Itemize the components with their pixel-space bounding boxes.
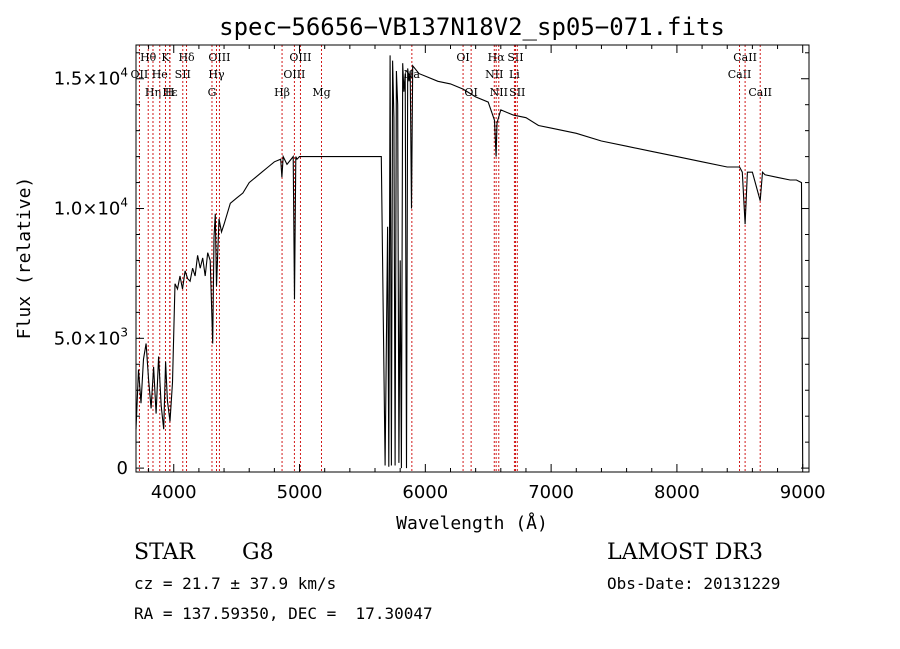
line-label: Hα	[488, 51, 506, 64]
x-axis: 4000 5000 6000 7000 8000 9000	[148, 45, 826, 503]
object-subclass: G8	[242, 540, 274, 565]
x-tick-label: 9000	[780, 482, 826, 503]
object-class: STAR	[134, 540, 195, 565]
x-tick-label: 6000	[402, 482, 448, 503]
line-label: Mg	[312, 86, 330, 99]
line-label: CaII	[728, 68, 752, 81]
line-label: Hδ	[178, 51, 195, 64]
line-label: K	[161, 51, 170, 64]
chart-title: spec−56656−VB137N18V2_sp05−071.fits	[219, 13, 725, 41]
line-label: H	[165, 86, 175, 99]
y-tick-label: 1.5×104	[54, 66, 128, 90]
line-label: Hγ	[208, 68, 225, 81]
y-tick-label: 1.0×104	[54, 196, 128, 220]
observation-date: Obs-Date: 20131229	[607, 574, 781, 593]
line-label: NII	[490, 86, 508, 99]
line-label: OIII	[289, 51, 311, 64]
x-tick-label: 8000	[654, 482, 700, 503]
line-label: CaII	[748, 86, 772, 99]
line-label: Hβ	[274, 86, 290, 99]
line-label: Hθ	[140, 51, 157, 64]
y-tick-label: 5.0×103	[54, 325, 128, 349]
line-label: CaII	[733, 51, 757, 64]
line-label: Hε	[162, 86, 178, 99]
line-label: Li	[509, 68, 520, 81]
line-label: OII	[131, 68, 149, 81]
line-label: OIII	[208, 51, 230, 64]
line-label: He	[152, 68, 168, 81]
x-tick-label: 7000	[528, 482, 574, 503]
line-label: SII	[175, 68, 191, 81]
line-label: OIII	[283, 68, 305, 81]
x-axis-label: Wavelength (Å)	[396, 512, 548, 534]
plot-frame	[135, 44, 810, 473]
series-line	[135, 55, 804, 469]
line-label: SII	[507, 51, 523, 64]
line-label: OI	[456, 51, 469, 64]
x-tick-label: 5000	[277, 482, 323, 503]
line-label: SII	[509, 86, 525, 99]
coordinates: RA = 137.59350, DEC = 17.30047	[134, 604, 433, 623]
x-tick-label: 4000	[151, 482, 197, 503]
line-label: NII	[485, 68, 503, 81]
redshift-velocity: cz = 21.7 ± 37.9 km/s	[134, 574, 337, 593]
line-label: G	[208, 86, 217, 99]
survey-release: LAMOST DR3	[607, 540, 763, 565]
y-axis: 0 5.0×103 1.0×104 1.5×104	[54, 52, 809, 479]
y-tick-label: 0	[117, 458, 128, 479]
y-axis-label: Flux (relative)	[14, 177, 35, 340]
line-label: Hη	[145, 86, 161, 99]
